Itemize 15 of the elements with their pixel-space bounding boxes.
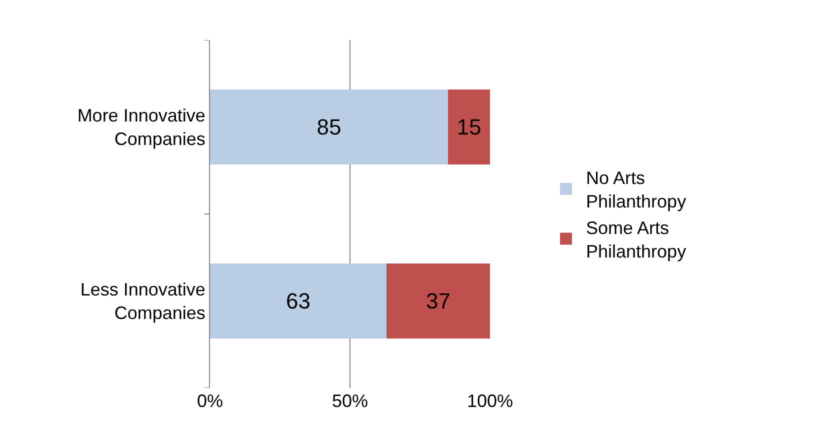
bar xyxy=(386,264,490,338)
x-tick-label: 100% xyxy=(466,391,514,411)
legend-label: No Arts Philanthropy xyxy=(586,168,686,212)
y-tick-label: Less Innovative Companies xyxy=(80,280,206,323)
data-label: 15 xyxy=(456,114,482,140)
data-label: 37 xyxy=(426,288,450,314)
bar xyxy=(210,90,448,164)
legend-label: Some Arts Philanthropy xyxy=(586,218,686,262)
x-tick-label: 50% xyxy=(332,391,368,411)
data-label: 63 xyxy=(286,288,310,314)
x-tick-label: 0% xyxy=(196,391,224,411)
bar xyxy=(448,90,490,164)
bar xyxy=(210,264,386,338)
y-tick-label: More Innovative Companies xyxy=(77,106,206,149)
data-label: 85 xyxy=(316,114,342,140)
